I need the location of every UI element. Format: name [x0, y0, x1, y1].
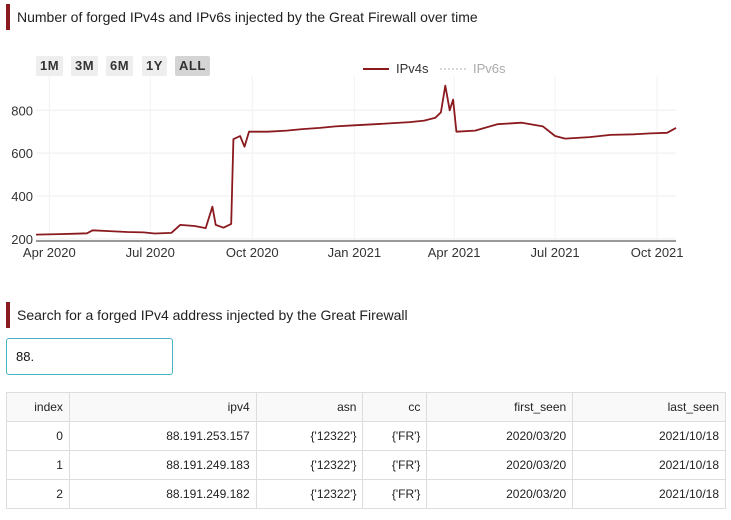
legend-label-ipv6[interactable]: IPv6s — [473, 61, 506, 76]
chart-legend[interactable]: IPv4s IPv6s — [363, 61, 506, 76]
x-axis-ticks: Apr 2020 Jul 2020 Oct 2020 Jan 2021 Apr 2021… — [23, 245, 684, 260]
legend-label-ipv4[interactable]: IPv4s — [396, 61, 429, 76]
x-tick-label: Jul 2021 — [531, 245, 580, 260]
cell-ipv4: 88.191.253.157 — [68, 421, 257, 451]
y-tick-label: 600 — [11, 146, 33, 161]
x-tick-label: Apr 2021 — [428, 245, 481, 260]
y-tick-label: 400 — [11, 189, 33, 204]
cell-last-seen: 2021/10/18 — [572, 421, 726, 451]
column-header-index[interactable]: index — [6, 392, 70, 422]
y-tick-label: 200 — [11, 232, 33, 247]
cell-asn: {'12322'} — [255, 421, 364, 451]
table-row: 1 88.191.249.183 {'12322'} {'FR'} 2020/0… — [6, 450, 726, 480]
cell-cc: {'FR'} — [362, 479, 428, 509]
search-section-title: Search for a forged IPv4 address injecte… — [6, 302, 408, 328]
x-tick-label: Oct 2020 — [226, 245, 279, 260]
chart-series — [35, 84, 677, 236]
x-tick-label: Jul 2020 — [126, 245, 175, 260]
cell-first-seen: 2020/03/20 — [426, 450, 574, 480]
line-chart: 200 400 600 800 Apr 2020 Jul 2020 Oct 2020 Jan… — [11, 61, 684, 260]
cell-index: 2 — [6, 479, 70, 509]
cell-index: 0 — [6, 421, 70, 451]
chart-grid — [36, 76, 676, 241]
table-row: 2 88.191.249.182 {'12322'} {'FR'} 2020/0… — [6, 479, 726, 509]
cell-last-seen: 2021/10/18 — [572, 479, 726, 509]
cell-ipv4: 88.191.249.182 — [68, 479, 257, 509]
y-axis-ticks: 200 400 600 800 — [11, 103, 33, 247]
range-button-6m[interactable]: 6M — [106, 56, 134, 76]
x-tick-label: Jan 2021 — [328, 245, 382, 260]
ipv4-search-input[interactable] — [6, 338, 173, 375]
range-button-1y[interactable]: 1Y — [142, 56, 167, 76]
cell-asn: {'12322'} — [255, 479, 364, 509]
column-header-cc[interactable]: cc — [362, 392, 428, 422]
cell-ipv4: 88.191.249.183 — [68, 450, 257, 480]
column-header-last-seen[interactable]: last_seen — [572, 392, 726, 422]
series-line-ipv4s — [35, 84, 677, 236]
cell-asn: {'12322'} — [255, 450, 364, 480]
cell-first-seen: 2020/03/20 — [426, 421, 574, 451]
range-button-all[interactable]: ALL — [175, 56, 210, 76]
cell-first-seen: 2020/03/20 — [426, 479, 574, 509]
range-button-3m[interactable]: 3M — [71, 56, 99, 76]
cell-cc: {'FR'} — [362, 450, 428, 480]
range-button-1m[interactable]: 1M — [36, 56, 64, 76]
y-tick-label: 800 — [11, 103, 33, 118]
cell-last-seen: 2021/10/18 — [572, 450, 726, 480]
column-header-asn[interactable]: asn — [255, 392, 364, 422]
column-header-first-seen[interactable]: first_seen — [426, 392, 574, 422]
table-row: 0 88.191.253.157 {'12322'} {'FR'} 2020/0… — [6, 421, 726, 451]
column-header-ipv4[interactable]: ipv4 — [68, 392, 257, 422]
cell-index: 1 — [6, 450, 70, 480]
x-tick-label: Apr 2020 — [23, 245, 76, 260]
chart-section-title: Number of forged IPv4s and IPv6s injecte… — [6, 4, 478, 30]
cell-cc: {'FR'} — [362, 421, 428, 451]
results-table: index ipv4 asn cc first_seen last_seen 0… — [6, 392, 726, 509]
table-header-row: index ipv4 asn cc first_seen last_seen — [6, 392, 726, 422]
x-tick-label: Oct 2021 — [631, 245, 684, 260]
